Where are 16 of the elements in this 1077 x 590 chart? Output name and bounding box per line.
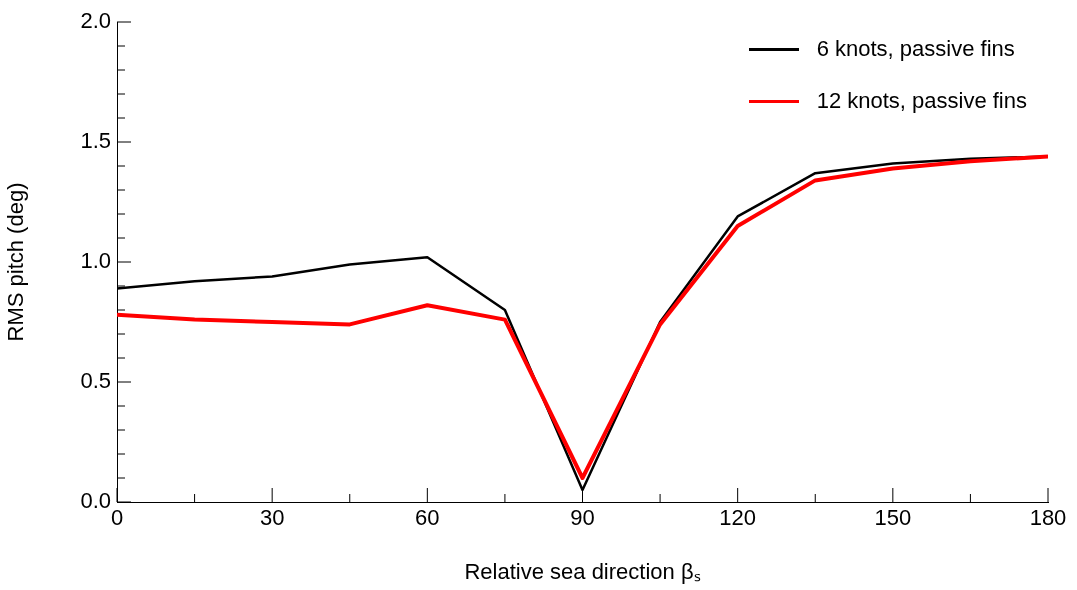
y-tick-label: 2.0	[80, 8, 111, 34]
x-tick-label: 0	[110, 505, 124, 531]
y-tick-label: 1.5	[80, 128, 111, 154]
x-tick-label: 150	[874, 505, 912, 531]
x-tick-label: 90	[570, 505, 595, 531]
x-tick-label: 180	[1029, 505, 1067, 531]
y-axis-title: RMS pitch (deg)	[3, 182, 29, 342]
y-tick-label: 0.0	[80, 488, 111, 514]
legend-label: 6 knots, passive fins	[816, 36, 1015, 62]
legend-label: 12 knots, passive fins	[816, 88, 1027, 114]
y-tick-label: 1.0	[80, 248, 111, 274]
y-tick-label: 0.5	[80, 368, 111, 394]
x-tick-label: 60	[415, 505, 440, 531]
x-tick-label: 120	[719, 505, 757, 531]
x-tick-label: 30	[259, 505, 285, 531]
x-axis-title: Relative sea direction βₛ	[464, 558, 701, 584]
